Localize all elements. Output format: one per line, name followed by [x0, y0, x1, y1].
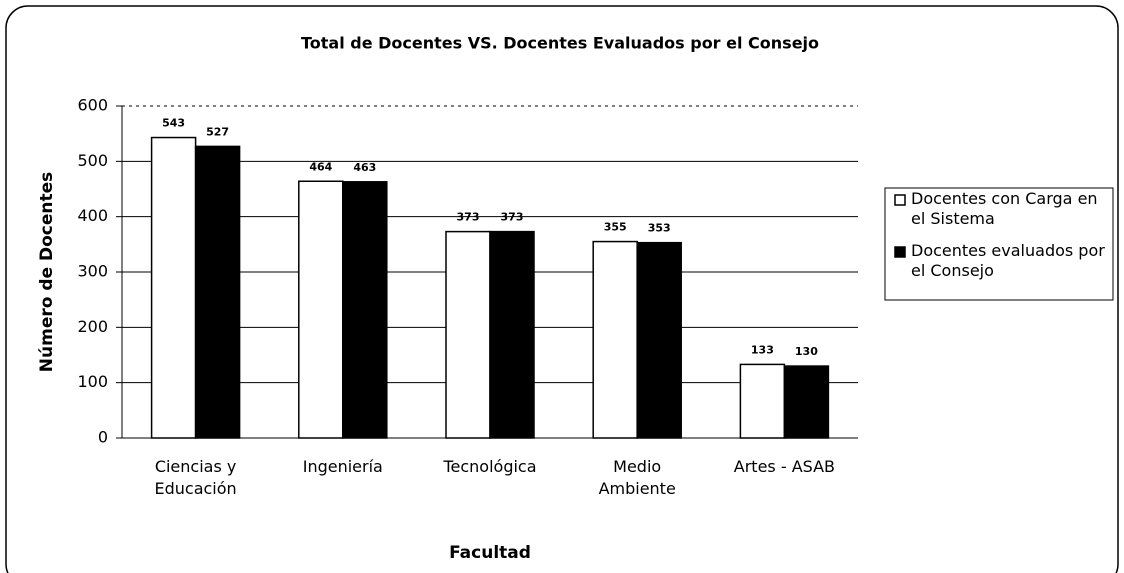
legend-box [884, 187, 1114, 301]
x-tick-label: Ciencias y Educación [154, 457, 237, 498]
bar [783, 365, 830, 439]
x-tick-label: Medio Ambiente [598, 457, 676, 498]
y-tick-label: 0 [98, 428, 108, 447]
data-label: 464 [309, 160, 332, 173]
bar [150, 136, 197, 439]
data-label: 527 [206, 125, 229, 138]
bar [298, 180, 344, 439]
x-tick-label: Tecnológica [443, 457, 537, 476]
x-tick-label: Ingeniería [302, 457, 383, 476]
data-label: 373 [457, 211, 480, 224]
y-tick-label: 100 [77, 372, 108, 391]
y-tick-label: 600 [77, 96, 108, 115]
data-label: 463 [353, 161, 376, 174]
bar [739, 363, 786, 439]
legend-label: Docentes con Carga en el Sistema [911, 189, 1098, 228]
y-tick-label: 400 [77, 206, 108, 225]
data-label: 355 [604, 221, 627, 234]
data-label: 543 [162, 117, 185, 130]
data-label: 353 [648, 222, 671, 235]
chart-border [5, 5, 1119, 573]
y-tick-label: 300 [77, 262, 108, 281]
y-axis-label: Número de Docentes [37, 172, 57, 372]
bar [342, 181, 388, 439]
chart-title: Total de Docentes VS. Docentes Evaluados… [301, 34, 819, 53]
data-label: 133 [751, 343, 774, 356]
y-tick-label: 500 [77, 151, 108, 170]
data-label: 130 [795, 345, 818, 358]
legend-label: Docentes evaluados por el Consejo [911, 241, 1105, 280]
legend-swatch [894, 194, 906, 206]
data-label: 373 [501, 211, 524, 224]
bar [194, 145, 241, 439]
bar [445, 230, 491, 439]
bar [636, 241, 682, 439]
legend-swatch [894, 246, 906, 258]
bar [592, 240, 638, 439]
x-axis-label: Facultad [449, 543, 531, 563]
bar [489, 230, 535, 439]
x-tick-label: Artes - ASAB [733, 457, 836, 476]
y-tick-label: 200 [77, 317, 108, 336]
